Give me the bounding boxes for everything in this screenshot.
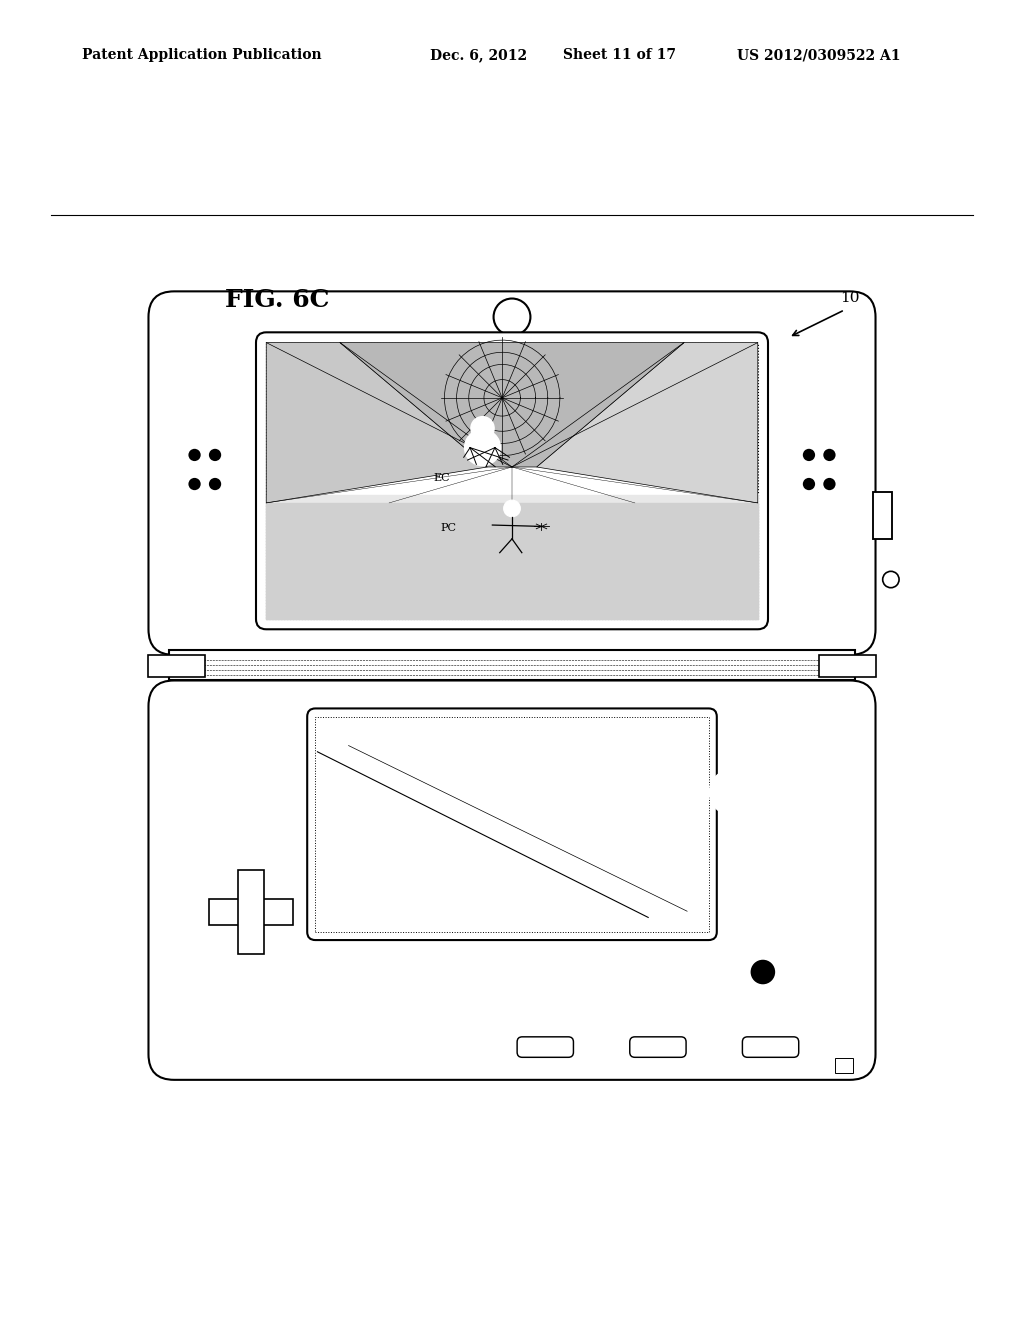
Text: FIG. 6C: FIG. 6C [225,288,330,312]
Text: Dec. 6, 2012: Dec. 6, 2012 [430,49,527,62]
Circle shape [465,429,501,466]
FancyBboxPatch shape [209,899,293,925]
Circle shape [195,722,287,814]
Bar [266,343,758,619]
FancyBboxPatch shape [630,1036,686,1057]
Bar [266,343,758,619]
Polygon shape [537,343,758,503]
Circle shape [710,770,755,814]
Circle shape [209,478,221,490]
Circle shape [812,770,857,814]
Circle shape [761,718,806,764]
Circle shape [471,417,495,440]
FancyBboxPatch shape [742,1036,799,1057]
Circle shape [823,449,836,461]
FancyBboxPatch shape [238,870,264,954]
FancyBboxPatch shape [307,709,717,940]
Circle shape [820,777,849,807]
Circle shape [504,500,520,516]
Text: EC: EC [433,473,450,483]
Circle shape [769,829,798,858]
FancyBboxPatch shape [148,655,205,677]
Text: US 2012/0309522 A1: US 2012/0309522 A1 [737,49,901,62]
FancyBboxPatch shape [148,292,876,655]
Circle shape [803,478,815,490]
Circle shape [769,726,798,756]
FancyBboxPatch shape [819,655,876,677]
FancyBboxPatch shape [517,1036,573,1057]
Circle shape [823,478,836,490]
Circle shape [803,449,815,461]
Circle shape [761,821,806,866]
Circle shape [188,449,201,461]
Circle shape [211,738,270,799]
Circle shape [718,777,746,807]
Bar [315,717,709,932]
Circle shape [188,478,201,490]
Text: Patent Application Publication: Patent Application Publication [82,49,322,62]
FancyBboxPatch shape [873,492,892,539]
FancyBboxPatch shape [256,333,768,630]
FancyBboxPatch shape [169,649,855,681]
Text: Sheet 11 of 17: Sheet 11 of 17 [563,49,676,62]
Circle shape [751,960,775,985]
Bar [835,1059,853,1073]
Polygon shape [266,343,487,503]
Circle shape [734,902,771,939]
Circle shape [209,449,221,461]
FancyBboxPatch shape [148,681,876,1080]
Circle shape [202,729,280,808]
Polygon shape [340,343,684,467]
Text: PC: PC [440,523,457,532]
Text: 10: 10 [840,290,859,305]
